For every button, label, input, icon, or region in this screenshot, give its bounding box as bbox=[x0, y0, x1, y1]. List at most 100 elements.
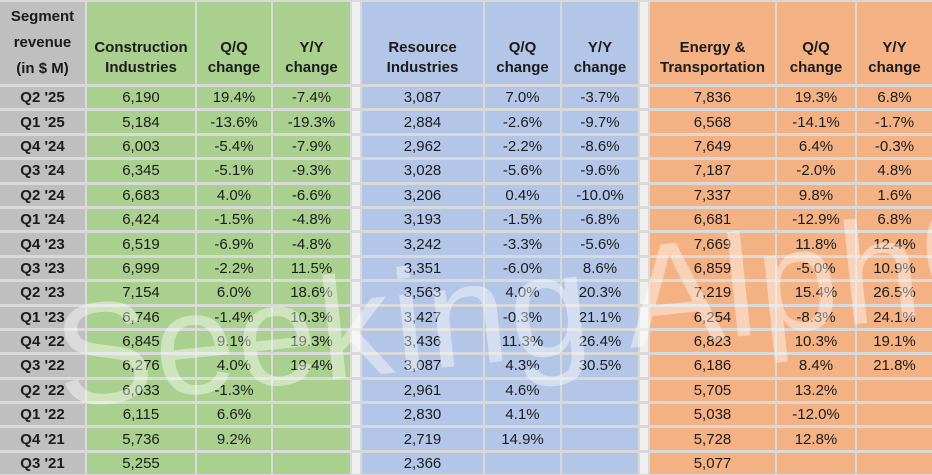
cell-energy-revenue: 6,823 bbox=[650, 330, 775, 353]
column-spacer bbox=[640, 111, 648, 133]
column-spacer bbox=[352, 330, 360, 353]
cell-energy-yy-change: 19.1% bbox=[857, 330, 932, 353]
cell-construction-yy-change: -7.9% bbox=[273, 135, 350, 158]
cell-energy-revenue: 7,219 bbox=[650, 282, 775, 304]
cell-construction-revenue: 6,190 bbox=[87, 87, 195, 109]
cell-construction-revenue: 6,519 bbox=[87, 233, 195, 255]
cell-construction-revenue: 6,345 bbox=[87, 160, 195, 182]
column-spacer bbox=[352, 306, 360, 328]
column-spacer bbox=[352, 282, 360, 304]
cell-resource-yy-change: -3.7% bbox=[562, 87, 638, 109]
cell-construction-yy-change bbox=[273, 404, 350, 426]
column-spacer bbox=[640, 355, 648, 377]
row-label-quarter: Q1 '23 bbox=[0, 306, 85, 328]
cell-energy-revenue: 7,836 bbox=[650, 87, 775, 109]
cell-resource-yy-change bbox=[562, 428, 638, 450]
cell-energy-revenue: 6,859 bbox=[650, 257, 775, 280]
cell-energy-qq-change: 9.8% bbox=[777, 184, 855, 206]
row-label-quarter: Q3 '21 bbox=[0, 452, 85, 475]
cell-resource-qq-change bbox=[485, 452, 560, 475]
cell-energy-qq-change: 13.2% bbox=[777, 379, 855, 402]
cell-energy-qq-change: 6.4% bbox=[777, 135, 855, 158]
cell-resource-yy-change: 8.6% bbox=[562, 257, 638, 280]
cell-energy-yy-change: 21.8% bbox=[857, 355, 932, 377]
column-spacer bbox=[352, 233, 360, 255]
cell-energy-revenue: 7,669 bbox=[650, 233, 775, 255]
column-spacer bbox=[352, 379, 360, 402]
column-spacer bbox=[640, 160, 648, 182]
cell-construction-qq-change: 6.6% bbox=[197, 404, 271, 426]
column-spacer bbox=[640, 184, 648, 206]
column-spacer bbox=[352, 404, 360, 426]
cell-resource-yy-change: -10.0% bbox=[562, 184, 638, 206]
col-header-resource-qq-change: Q/Q change bbox=[485, 2, 560, 84]
row-label-quarter: Q4 '24 bbox=[0, 135, 85, 158]
cell-resource-revenue: 3,087 bbox=[362, 355, 483, 377]
row-label-quarter: Q2 '24 bbox=[0, 184, 85, 206]
cell-construction-qq-change bbox=[197, 452, 271, 475]
col-header-construction-industries: Construction Industries bbox=[87, 2, 195, 84]
column-spacer bbox=[352, 111, 360, 133]
row-label-quarter: Q1 '22 bbox=[0, 404, 85, 426]
cell-construction-yy-change: -9.3% bbox=[273, 160, 350, 182]
cell-resource-qq-change: -1.5% bbox=[485, 208, 560, 231]
cell-construction-yy-change: -7.4% bbox=[273, 87, 350, 109]
column-spacer bbox=[640, 135, 648, 158]
cell-resource-qq-change: -6.0% bbox=[485, 257, 560, 280]
cell-resource-revenue: 3,193 bbox=[362, 208, 483, 231]
column-spacer bbox=[352, 428, 360, 450]
cell-resource-qq-change: -2.6% bbox=[485, 111, 560, 133]
cell-construction-qq-change: 9.2% bbox=[197, 428, 271, 450]
row-label-quarter: Q1 '24 bbox=[0, 208, 85, 231]
cell-construction-revenue: 6,003 bbox=[87, 135, 195, 158]
cell-energy-yy-change: 26.5% bbox=[857, 282, 932, 304]
cell-construction-revenue: 6,746 bbox=[87, 306, 195, 328]
cell-energy-yy-change: -1.7% bbox=[857, 111, 932, 133]
cell-construction-qq-change: -1.4% bbox=[197, 306, 271, 328]
cell-construction-revenue: 5,736 bbox=[87, 428, 195, 450]
cell-resource-qq-change: 7.0% bbox=[485, 87, 560, 109]
cell-construction-yy-change bbox=[273, 379, 350, 402]
cell-construction-yy-change: 19.3% bbox=[273, 330, 350, 353]
cell-resource-yy-change: 21.1% bbox=[562, 306, 638, 328]
row-label-quarter: Q3 '22 bbox=[0, 355, 85, 377]
cell-energy-qq-change: 15.4% bbox=[777, 282, 855, 304]
cell-energy-qq-change bbox=[777, 452, 855, 475]
column-spacer bbox=[352, 257, 360, 280]
cell-construction-qq-change: -1.3% bbox=[197, 379, 271, 402]
cell-energy-revenue: 7,337 bbox=[650, 184, 775, 206]
column-spacer bbox=[640, 282, 648, 304]
cell-resource-revenue: 3,206 bbox=[362, 184, 483, 206]
cell-construction-yy-change: -19.3% bbox=[273, 111, 350, 133]
cell-construction-qq-change: -13.6% bbox=[197, 111, 271, 133]
column-spacer bbox=[352, 355, 360, 377]
row-label-quarter: Q4 '21 bbox=[0, 428, 85, 450]
cell-energy-qq-change: 19.3% bbox=[777, 87, 855, 109]
table-title-line2: revenue bbox=[13, 34, 72, 51]
cell-energy-qq-change: -12.9% bbox=[777, 208, 855, 231]
row-label-quarter: Q3 '24 bbox=[0, 160, 85, 182]
column-spacer bbox=[640, 208, 648, 231]
cell-construction-yy-change: -4.8% bbox=[273, 233, 350, 255]
cell-construction-yy-change: -4.8% bbox=[273, 208, 350, 231]
cell-energy-yy-change: -0.3% bbox=[857, 135, 932, 158]
cell-construction-revenue: 6,683 bbox=[87, 184, 195, 206]
row-label-quarter: Q2 '22 bbox=[0, 379, 85, 402]
cell-resource-yy-change: -8.6% bbox=[562, 135, 638, 158]
cell-resource-qq-change: 4.0% bbox=[485, 282, 560, 304]
cell-construction-revenue: 6,999 bbox=[87, 257, 195, 280]
column-spacer bbox=[640, 404, 648, 426]
cell-construction-qq-change: -5.4% bbox=[197, 135, 271, 158]
column-spacer bbox=[352, 184, 360, 206]
cell-resource-yy-change: -5.6% bbox=[562, 233, 638, 255]
cell-energy-qq-change: 11.8% bbox=[777, 233, 855, 255]
cell-construction-qq-change: -5.1% bbox=[197, 160, 271, 182]
cell-resource-yy-change bbox=[562, 452, 638, 475]
cell-construction-qq-change: 4.0% bbox=[197, 355, 271, 377]
column-spacer bbox=[352, 160, 360, 182]
cell-energy-yy-change bbox=[857, 452, 932, 475]
cell-energy-revenue: 7,187 bbox=[650, 160, 775, 182]
col-header-energy-transportation: Energy & Transportation bbox=[650, 2, 775, 84]
cell-energy-yy-change: 1.6% bbox=[857, 184, 932, 206]
